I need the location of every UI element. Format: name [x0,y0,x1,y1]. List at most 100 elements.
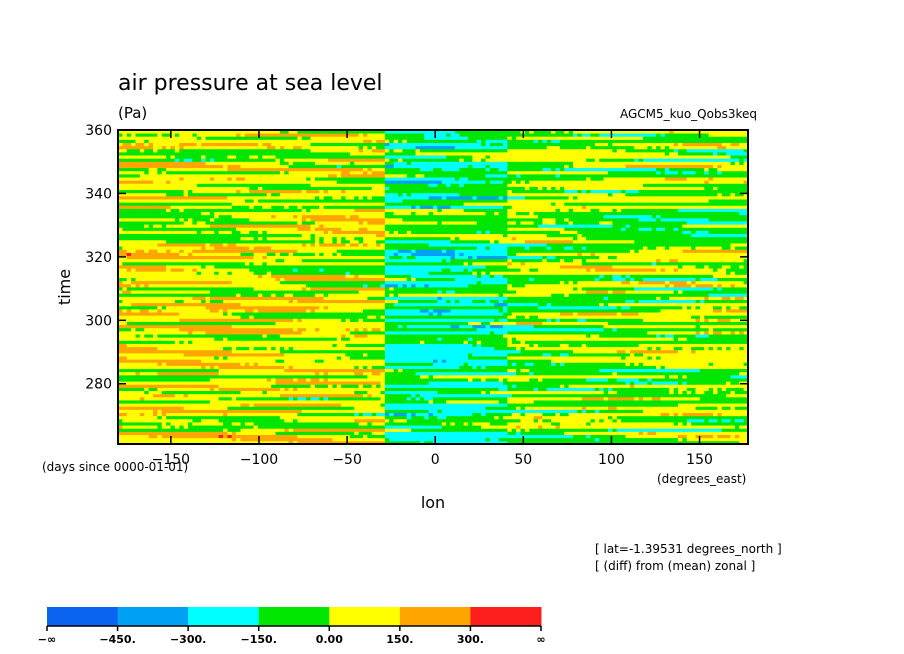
heatmap-cell [139,371,145,376]
heatmap-cell [345,440,351,445]
heatmap-cell [376,415,381,420]
heatmap-cell [441,362,447,366]
heatmap-cell [450,362,456,366]
heatmap-cell [629,400,635,404]
heatmap-cell [323,352,329,357]
heatmap-cell [629,406,635,410]
heatmap-cell [704,384,710,388]
heatmap-cell [214,400,220,404]
heatmap-cell [468,431,473,435]
heatmap-cell [608,396,613,401]
heatmap-cell [358,343,364,348]
heatmap-cell [463,343,469,348]
heatmap-cell [223,349,228,354]
heatmap-cell [678,356,683,360]
heatmap-cell [148,337,154,341]
heatmap-cell [384,437,390,442]
heatmap-cell [196,340,202,344]
heatmap-cell [293,403,298,407]
heatmap-cell [301,337,307,341]
heatmap-cell [284,400,290,404]
heatmap-cell [214,396,220,401]
heatmap-cell [586,400,591,404]
heatmap-cell [468,334,473,338]
heatmap-cell [258,356,263,360]
heatmap-cell [481,352,486,357]
heatmap-cell [739,378,745,382]
heatmap-cell [262,384,268,388]
heatmap-cell [271,387,276,392]
heatmap-cell [157,434,163,439]
heatmap-cell [135,371,141,376]
heatmap-cell [214,403,220,407]
heatmap-cell [301,343,307,348]
heatmap-cell [638,393,644,398]
heatmap-cell [695,371,701,376]
heatmap-cell [472,384,478,388]
heatmap-cell [218,431,224,435]
heatmap-cell [258,365,263,370]
heatmap-cell [275,412,281,417]
heatmap-cell [153,356,158,360]
heatmap-cell [363,356,368,360]
heatmap-cell [555,352,561,357]
heatmap-cell [179,434,185,439]
heatmap-cell [363,434,368,439]
heatmap-cell [708,349,714,354]
heatmap-cell [660,403,666,407]
heatmap-cell [223,356,228,360]
heatmap-cell [314,381,320,385]
heatmap-cell [279,428,285,432]
heatmap-cell [489,418,495,423]
heatmap-cell [271,371,276,376]
heatmap-cell [682,400,688,404]
heatmap-cell [446,412,451,417]
heatmap-cell [236,352,241,357]
heatmap-cell [476,340,482,344]
heatmap-cell [240,412,246,417]
heatmap-cell [367,428,373,432]
heatmap-cell [319,343,325,348]
heatmap-cell [271,349,276,354]
heatmap-cell [188,393,193,398]
heatmap-cell [244,422,250,426]
heatmap-cell [231,356,237,360]
heatmap-cell [253,400,259,404]
heatmap-cell [616,359,622,363]
heatmap-cell [695,390,701,395]
heatmap-cell [345,400,351,404]
heatmap-cell [174,334,180,338]
heatmap-cell [516,337,521,341]
heatmap-cell [258,362,263,366]
heatmap-cell [634,434,640,439]
heatmap-cell [564,431,570,435]
heatmap-cell [647,440,653,445]
heatmap-cell [651,393,657,398]
heatmap-cell [651,403,657,407]
heatmap-cell [419,378,425,382]
heatmap-cell [476,337,482,341]
heatmap-cell [201,396,206,401]
heatmap-cell [398,352,403,357]
heatmap-cell [393,412,399,417]
heatmap-cell [297,393,303,398]
heatmap-cell [367,356,373,360]
heatmap-cell [669,396,675,401]
heatmap-cell [122,381,128,385]
heatmap-cell [472,381,478,385]
heatmap-cell [376,340,381,344]
heatmap-cell [428,381,434,385]
heatmap-cell [227,418,233,423]
heatmap-cell [161,396,167,401]
heatmap-cell [279,440,285,445]
heatmap-cell [664,349,670,354]
heatmap-cell [214,374,220,379]
heatmap-cell [323,340,329,344]
heatmap-cell [590,422,596,426]
heatmap-cell [415,393,421,398]
heatmap-cell [634,359,640,363]
heatmap-cell [454,434,460,439]
heatmap-cell [524,422,530,426]
heatmap-cell [376,393,381,398]
heatmap-cell [643,337,648,341]
